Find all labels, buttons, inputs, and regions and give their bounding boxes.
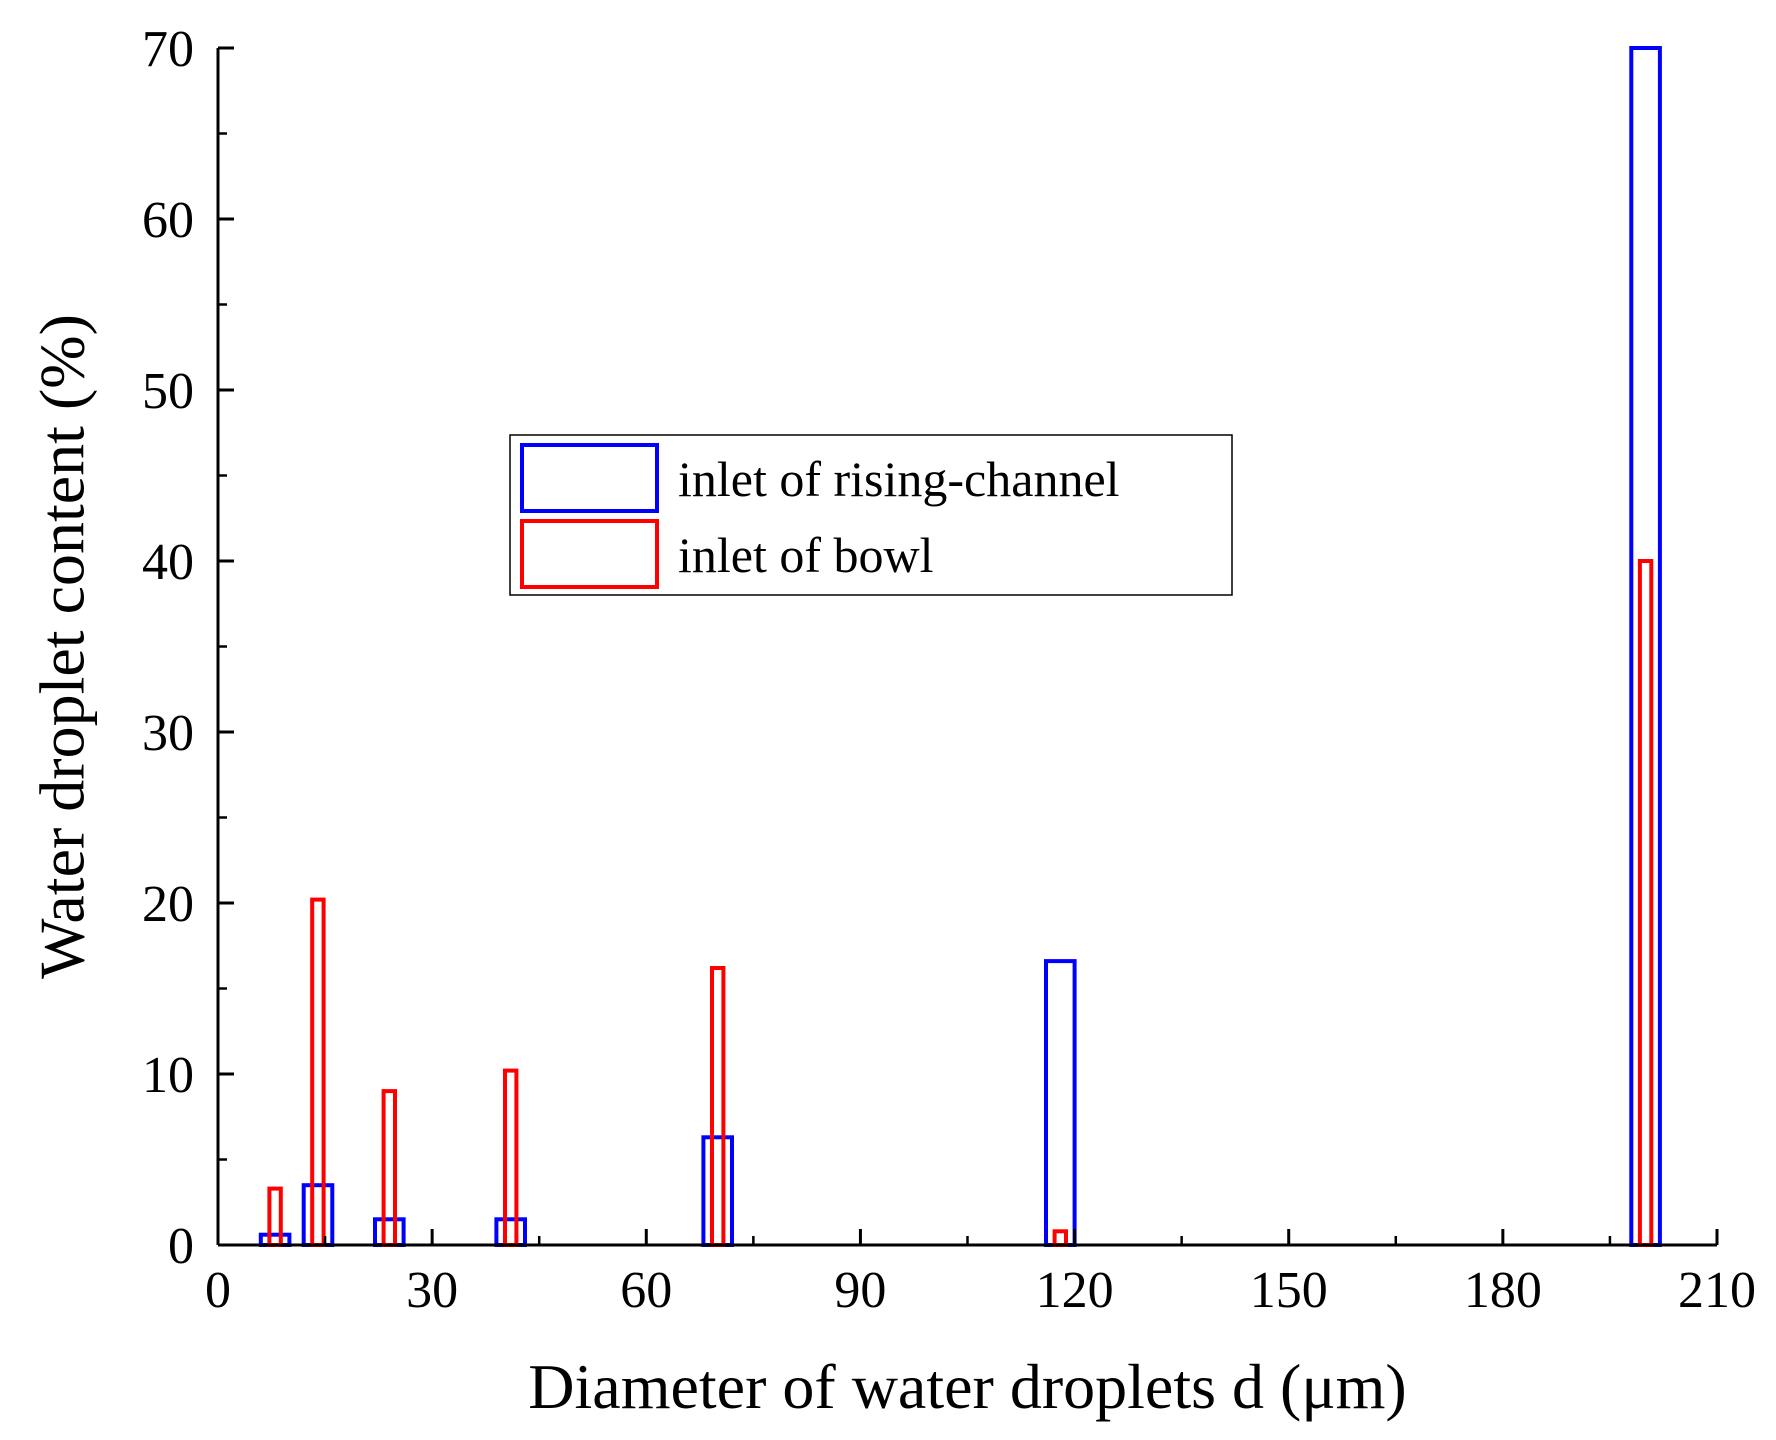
x-tick-label: 90: [834, 1262, 886, 1319]
y-tick-label: 10: [142, 1047, 194, 1104]
legend-box: [509, 434, 1233, 596]
x-tick-label: 120: [1036, 1262, 1114, 1319]
x-tick-label: 210: [1678, 1262, 1756, 1319]
y-tick-label: 20: [142, 876, 194, 933]
tick-labels: 0 30 60 90 120 150 180 210 0 10 20 30 40 50 60 70: [142, 21, 1756, 1319]
bar-rising-channel-14: [301, 1183, 335, 1247]
legend-swatch-rising-channel: [520, 443, 659, 513]
x-tick-label: 30: [406, 1262, 458, 1319]
bar-bowl-118: [1052, 1229, 1068, 1248]
y-tick-label: 40: [142, 534, 194, 591]
bar-bowl-200: [1637, 559, 1654, 1247]
legend-swatch-bowl: [520, 519, 659, 589]
y-tick-label: 30: [142, 705, 194, 762]
bar-bowl-24: [381, 1089, 398, 1247]
bar-rising-channel-24: [373, 1217, 406, 1248]
y-tick-label: 60: [142, 192, 194, 249]
y-tick-label: 50: [142, 363, 194, 420]
bar-bowl-14: [310, 897, 326, 1247]
bar-rising-channel-200: [1629, 46, 1662, 1247]
bars-layer: [258, 46, 1662, 1248]
x-axis-title: Diameter of water droplets d (μm): [528, 1351, 1406, 1422]
bar-rising-channel-70: [701, 1135, 735, 1248]
y-tick-label: 70: [142, 21, 194, 78]
tick-marks: [216, 46, 1719, 1247]
x-tick-label: 150: [1250, 1262, 1328, 1319]
legend: inlet of rising-channel inlet of bowl: [509, 434, 1233, 596]
x-tick-label: 60: [620, 1262, 672, 1319]
bar-bowl-70: [710, 966, 726, 1247]
y-axis-title: Water droplet content (%): [27, 314, 98, 979]
legend-label-bowl: inlet of bowl: [678, 527, 934, 583]
x-tick-label: 0: [205, 1262, 231, 1319]
bar-rising-channel-41: [494, 1217, 527, 1248]
bar-rising-channel-118: [1044, 959, 1077, 1247]
x-tick-label: 180: [1464, 1262, 1542, 1319]
axes: [216, 48, 1717, 1247]
y-tick-label: 0: [168, 1218, 194, 1275]
legend-label-rising-channel: inlet of rising-channel: [678, 451, 1120, 507]
